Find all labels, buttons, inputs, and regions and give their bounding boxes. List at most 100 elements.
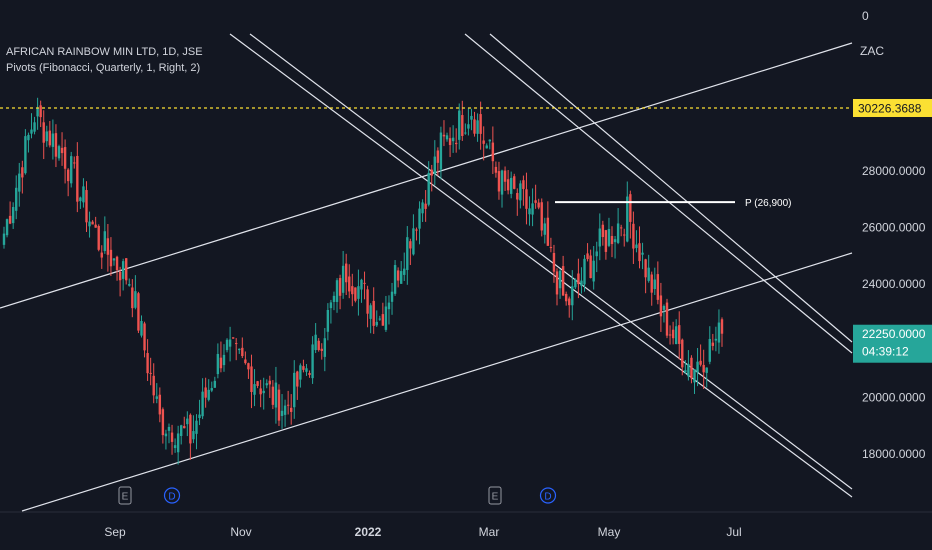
candle-body[interactable] [519, 183, 522, 201]
candle-body[interactable] [403, 268, 406, 275]
candle-body[interactable] [51, 133, 55, 147]
candle-body[interactable] [454, 142, 458, 145]
candle-body[interactable] [256, 381, 259, 386]
candle-body[interactable] [644, 259, 647, 278]
candle-body[interactable] [15, 187, 18, 211]
descending-channel-line-3[interactable] [464, 33, 853, 354]
candle-body[interactable] [635, 244, 638, 249]
candle-body[interactable] [238, 348, 241, 351]
candle-body[interactable] [546, 217, 550, 246]
candle-body[interactable] [671, 329, 675, 339]
candle-body[interactable] [674, 326, 678, 345]
earnings-marker[interactable]: E [488, 486, 502, 505]
candle-body[interactable] [42, 122, 45, 143]
candle-body[interactable] [494, 166, 498, 173]
candle-body[interactable] [623, 234, 626, 236]
candle-body[interactable] [708, 338, 711, 362]
candle-body[interactable] [656, 274, 660, 300]
candle-body[interactable] [170, 432, 174, 442]
candle-body[interactable] [461, 115, 464, 136]
candle-body[interactable] [693, 369, 696, 383]
candle-body[interactable] [555, 271, 559, 295]
candle-body[interactable] [381, 314, 385, 326]
candle-body[interactable] [681, 339, 684, 368]
candle-body[interactable] [711, 342, 715, 346]
candle-body[interactable] [250, 366, 253, 392]
candle-body[interactable] [543, 223, 546, 235]
candle-body[interactable] [198, 414, 201, 419]
candle-body[interactable] [415, 229, 418, 231]
candle-body[interactable] [121, 261, 125, 279]
candle-body[interactable] [5, 219, 9, 236]
candle-body[interactable] [659, 295, 663, 317]
candle-body[interactable] [97, 226, 100, 250]
candle-body[interactable] [433, 156, 436, 174]
candle-body[interactable] [271, 386, 275, 405]
candle-body[interactable] [277, 389, 281, 421]
candle-body[interactable] [363, 282, 366, 284]
candle-body[interactable] [626, 196, 629, 242]
candle-body[interactable] [357, 286, 360, 299]
candle-body[interactable] [91, 221, 94, 225]
candle-body[interactable] [540, 202, 543, 231]
candle-body[interactable] [531, 203, 534, 215]
candle-body[interactable] [115, 256, 119, 271]
candle-body[interactable] [406, 237, 409, 270]
candle-body[interactable] [131, 287, 134, 309]
candle-body[interactable] [448, 138, 452, 146]
candle-body[interactable] [653, 279, 656, 290]
candle-body[interactable] [476, 120, 479, 134]
candle-body[interactable] [152, 375, 155, 396]
candle-body[interactable] [180, 425, 183, 437]
candle-body[interactable] [118, 271, 122, 281]
candle-body[interactable] [63, 147, 67, 169]
descending-channel-line-4[interactable] [489, 33, 853, 343]
candle-body[interactable] [317, 340, 320, 351]
candle-body[interactable] [668, 334, 672, 336]
candle-body[interactable] [534, 200, 537, 203]
time-axis[interactable]: Sep Nov 2022 Mar May Jul [0, 511, 932, 539]
candle-body[interactable] [445, 135, 449, 140]
candle-body[interactable] [57, 146, 61, 159]
candle-body[interactable] [568, 298, 571, 306]
candle-body[interactable] [189, 414, 192, 444]
candle-body[interactable] [262, 390, 265, 394]
candle-body[interactable] [491, 142, 495, 162]
candle-body[interactable] [112, 258, 116, 261]
descending-channel-line-1[interactable] [229, 33, 853, 498]
candle-body[interactable] [595, 251, 598, 257]
candle-body[interactable] [684, 370, 687, 373]
candle-body[interactable] [586, 253, 589, 260]
candle-body[interactable] [280, 410, 284, 416]
candle-body[interactable] [522, 180, 525, 189]
candle-body[interactable] [372, 300, 375, 326]
candle-body[interactable] [451, 137, 455, 142]
candle-body[interactable] [665, 302, 669, 336]
candle-body[interactable] [678, 325, 681, 344]
candle-body[interactable] [558, 270, 562, 289]
candle-body[interactable] [216, 353, 220, 375]
candle-body[interactable] [720, 319, 724, 334]
candle-body[interactable] [662, 306, 666, 310]
candle-body[interactable] [699, 360, 702, 365]
candle-body[interactable] [268, 380, 272, 385]
candle-body[interactable] [564, 293, 568, 302]
candle-body[interactable] [436, 150, 440, 163]
candle-body[interactable] [21, 167, 24, 178]
candle-body[interactable] [308, 372, 311, 375]
candle-body[interactable] [442, 134, 446, 137]
candle-body[interactable] [424, 203, 427, 209]
earnings-marker[interactable]: E [118, 486, 132, 505]
candle-body[interactable] [549, 247, 553, 249]
candle-body[interactable] [225, 339, 229, 351]
candle-body[interactable] [616, 223, 620, 243]
candle-body[interactable] [500, 170, 504, 195]
candle-body[interactable] [351, 286, 354, 295]
candle-body[interactable] [561, 266, 565, 296]
indicator-label[interactable]: Pivots (Fibonacci, Quarterly, 1, Right, … [6, 62, 201, 74]
candle-body[interactable] [528, 208, 531, 215]
candle-body[interactable] [592, 260, 595, 282]
descending-channel-line-2[interactable] [249, 33, 853, 490]
candle-body[interactable] [158, 394, 162, 415]
candle-body[interactable] [467, 124, 470, 129]
